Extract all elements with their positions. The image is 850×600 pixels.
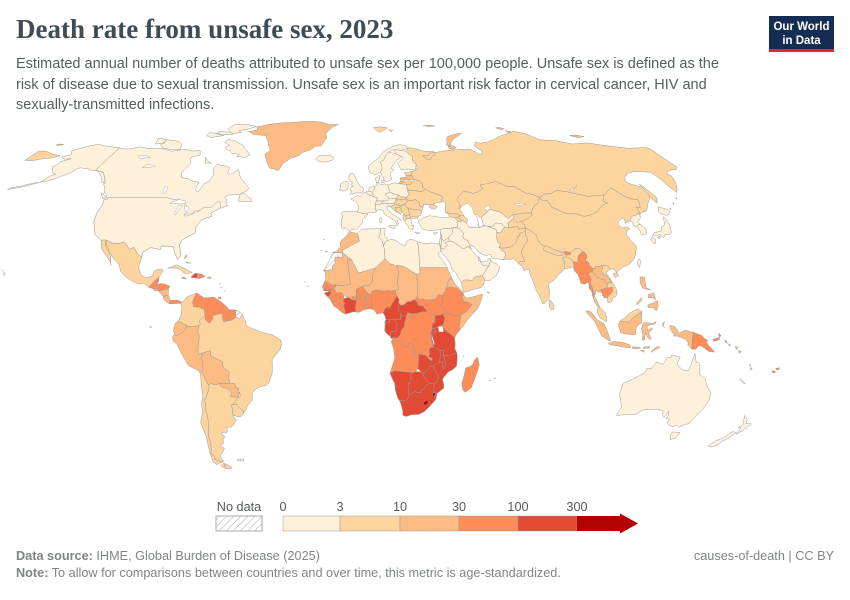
svg-text:30: 30: [452, 500, 466, 514]
svg-text:10: 10: [393, 500, 407, 514]
svg-text:0: 0: [279, 500, 286, 514]
svg-text:100: 100: [507, 500, 528, 514]
svg-text:3: 3: [336, 500, 343, 514]
svg-text:300: 300: [566, 500, 587, 514]
svg-text:No data: No data: [217, 500, 262, 514]
